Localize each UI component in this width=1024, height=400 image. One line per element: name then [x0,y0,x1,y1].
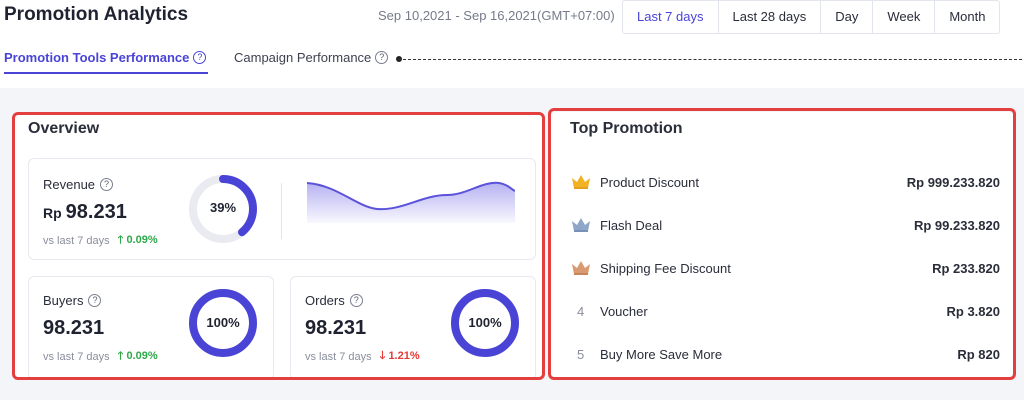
period-week-button[interactable]: Week [872,1,934,33]
overview-panel: Overview Revenue ? Rp 98.231 vs last 7 da… [14,112,544,380]
orders-progress-label: 100% [468,315,502,330]
divider [281,183,282,239]
orders-card: Orders ? 98.231 vs last 7 days 🡓 1.21% 1… [290,276,536,380]
ring-progress [189,175,257,243]
buyers-label: Buyers ? [43,293,102,308]
promo-name: Voucher [600,303,648,319]
help-icon[interactable]: ? [375,51,389,64]
revenue-amount: 98.231 [65,201,127,223]
delta-up: 🡑 0.09% [118,231,158,250]
sparkline-line [307,181,515,211]
revenue-value: Rp 98.231 [43,201,127,224]
revenue-compare: vs last 7 days 🡑 0.09% [43,231,158,250]
revenue-progress-label: 39% [209,200,237,215]
delta-value: 0.09% [126,234,158,246]
revenue-card: Revenue ? Rp 98.231 vs last 7 days 🡑 0.09… [28,158,536,260]
promo-name: Shipping Fee Discount [600,260,731,276]
page-title: Promotion Analytics [4,4,189,25]
period-day-button[interactable]: Day [820,1,872,33]
tab-promotion-tools-performance[interactable]: Promotion Tools Performance ? [4,50,209,74]
ring-progress [451,289,519,357]
top-promotion-title: Top Promotion [570,120,683,137]
promo-value: Rp 820 [957,346,1000,362]
promo-row-1[interactable]: Product Discount Rp 999.233.820 [570,170,1000,194]
orders-value: 98.231 [305,317,367,339]
help-icon[interactable]: ? [349,294,363,307]
silver-crown-icon [572,218,590,232]
revenue-label: Revenue ? [43,177,114,192]
promo-value: Rp 3.820 [946,303,1000,319]
help-icon[interactable]: ? [100,178,114,191]
buyers-card: Buyers ? 98.231 vs last 7 days 🡑 0.09% 1… [28,276,274,380]
promo-row-2[interactable]: Flash Deal Rp 99.233.820 [570,213,1000,237]
arrow-down-icon: 🡓 [379,350,386,362]
rank-2 [570,216,600,234]
orders-label-text: Orders [305,293,345,308]
revenue-progress-ring [189,175,257,243]
top-promotion-panel: Top Promotion Product Discount Rp 999.23… [550,112,1014,380]
arrow-up-icon: 🡑 [117,234,124,246]
rank-3 [570,259,600,277]
period-selector: Last 7 days Last 28 days Day Week Month [622,0,1001,34]
promo-name: Product Discount [600,174,699,190]
help-icon[interactable]: ? [193,51,207,64]
tab-bar: Promotion Tools Performance ? Campaign P… [0,50,1024,78]
bronze-crown-icon [572,261,590,275]
orders-compare: vs last 7 days 🡓 1.21% [305,347,420,366]
orders-label: Orders ? [305,293,363,308]
ring-progress [189,289,257,357]
delta-down: 🡓 1.21% [380,347,420,366]
tab-label: Campaign Performance [234,50,372,65]
revenue-trend-sparkline [307,181,515,223]
rank-1 [570,173,600,191]
rank-4: 4 [577,303,585,319]
delta-value: 1.21% [388,350,420,362]
promo-value: Rp 233.820 [932,260,1000,276]
promo-row-3[interactable]: Shipping Fee Discount Rp 233.820 [570,256,1000,280]
promo-value: Rp 99.233.820 [913,217,1000,233]
tab-label: Promotion Tools Performance [4,50,190,65]
buyers-label-text: Buyers [43,293,84,308]
period-month-button[interactable]: Month [934,1,999,33]
buyers-progress-label: 100% [206,315,240,330]
delta-up: 🡑 0.09% [118,347,158,366]
revenue-label-text: Revenue [43,177,96,192]
compare-label: vs last 7 days [43,234,110,247]
orders-progress-ring [451,289,519,357]
promo-row-5[interactable]: 5 Buy More Save More Rp 820 [570,342,1000,366]
promo-name: Flash Deal [600,217,663,233]
rank-5: 5 [577,346,585,362]
overview-title: Overview [28,120,100,137]
gold-crown-icon [572,175,590,189]
date-range[interactable]: Sep 10,2021 - Sep 16,2021(GMT+07:00) [378,8,615,23]
promo-name: Buy More Save More [600,346,723,362]
period-last-28-days-button[interactable]: Last 28 days [717,1,821,33]
currency-label: Rp [43,205,62,221]
promo-row-4[interactable]: 4 Voucher Rp 3.820 [570,299,1000,323]
buyers-progress-ring [189,289,257,357]
period-last-7-days-button[interactable]: Last 7 days [637,9,704,24]
help-icon[interactable]: ? [88,294,102,307]
page-header: Promotion Analytics Sep 10,2021 - Sep 16… [0,0,1024,88]
compare-label: vs last 7 days [305,350,372,363]
promo-value: Rp 999.233.820 [906,174,1000,190]
buyers-compare: vs last 7 days 🡑 0.09% [43,347,158,366]
tab-campaign-performance[interactable]: Campaign Performance ? [234,50,389,65]
buyers-value: 98.231 [43,317,105,339]
delta-value: 0.09% [126,350,158,362]
arrow-up-icon: 🡑 [117,350,124,362]
dotted-line [398,59,1022,60]
compare-label: vs last 7 days [43,350,110,363]
